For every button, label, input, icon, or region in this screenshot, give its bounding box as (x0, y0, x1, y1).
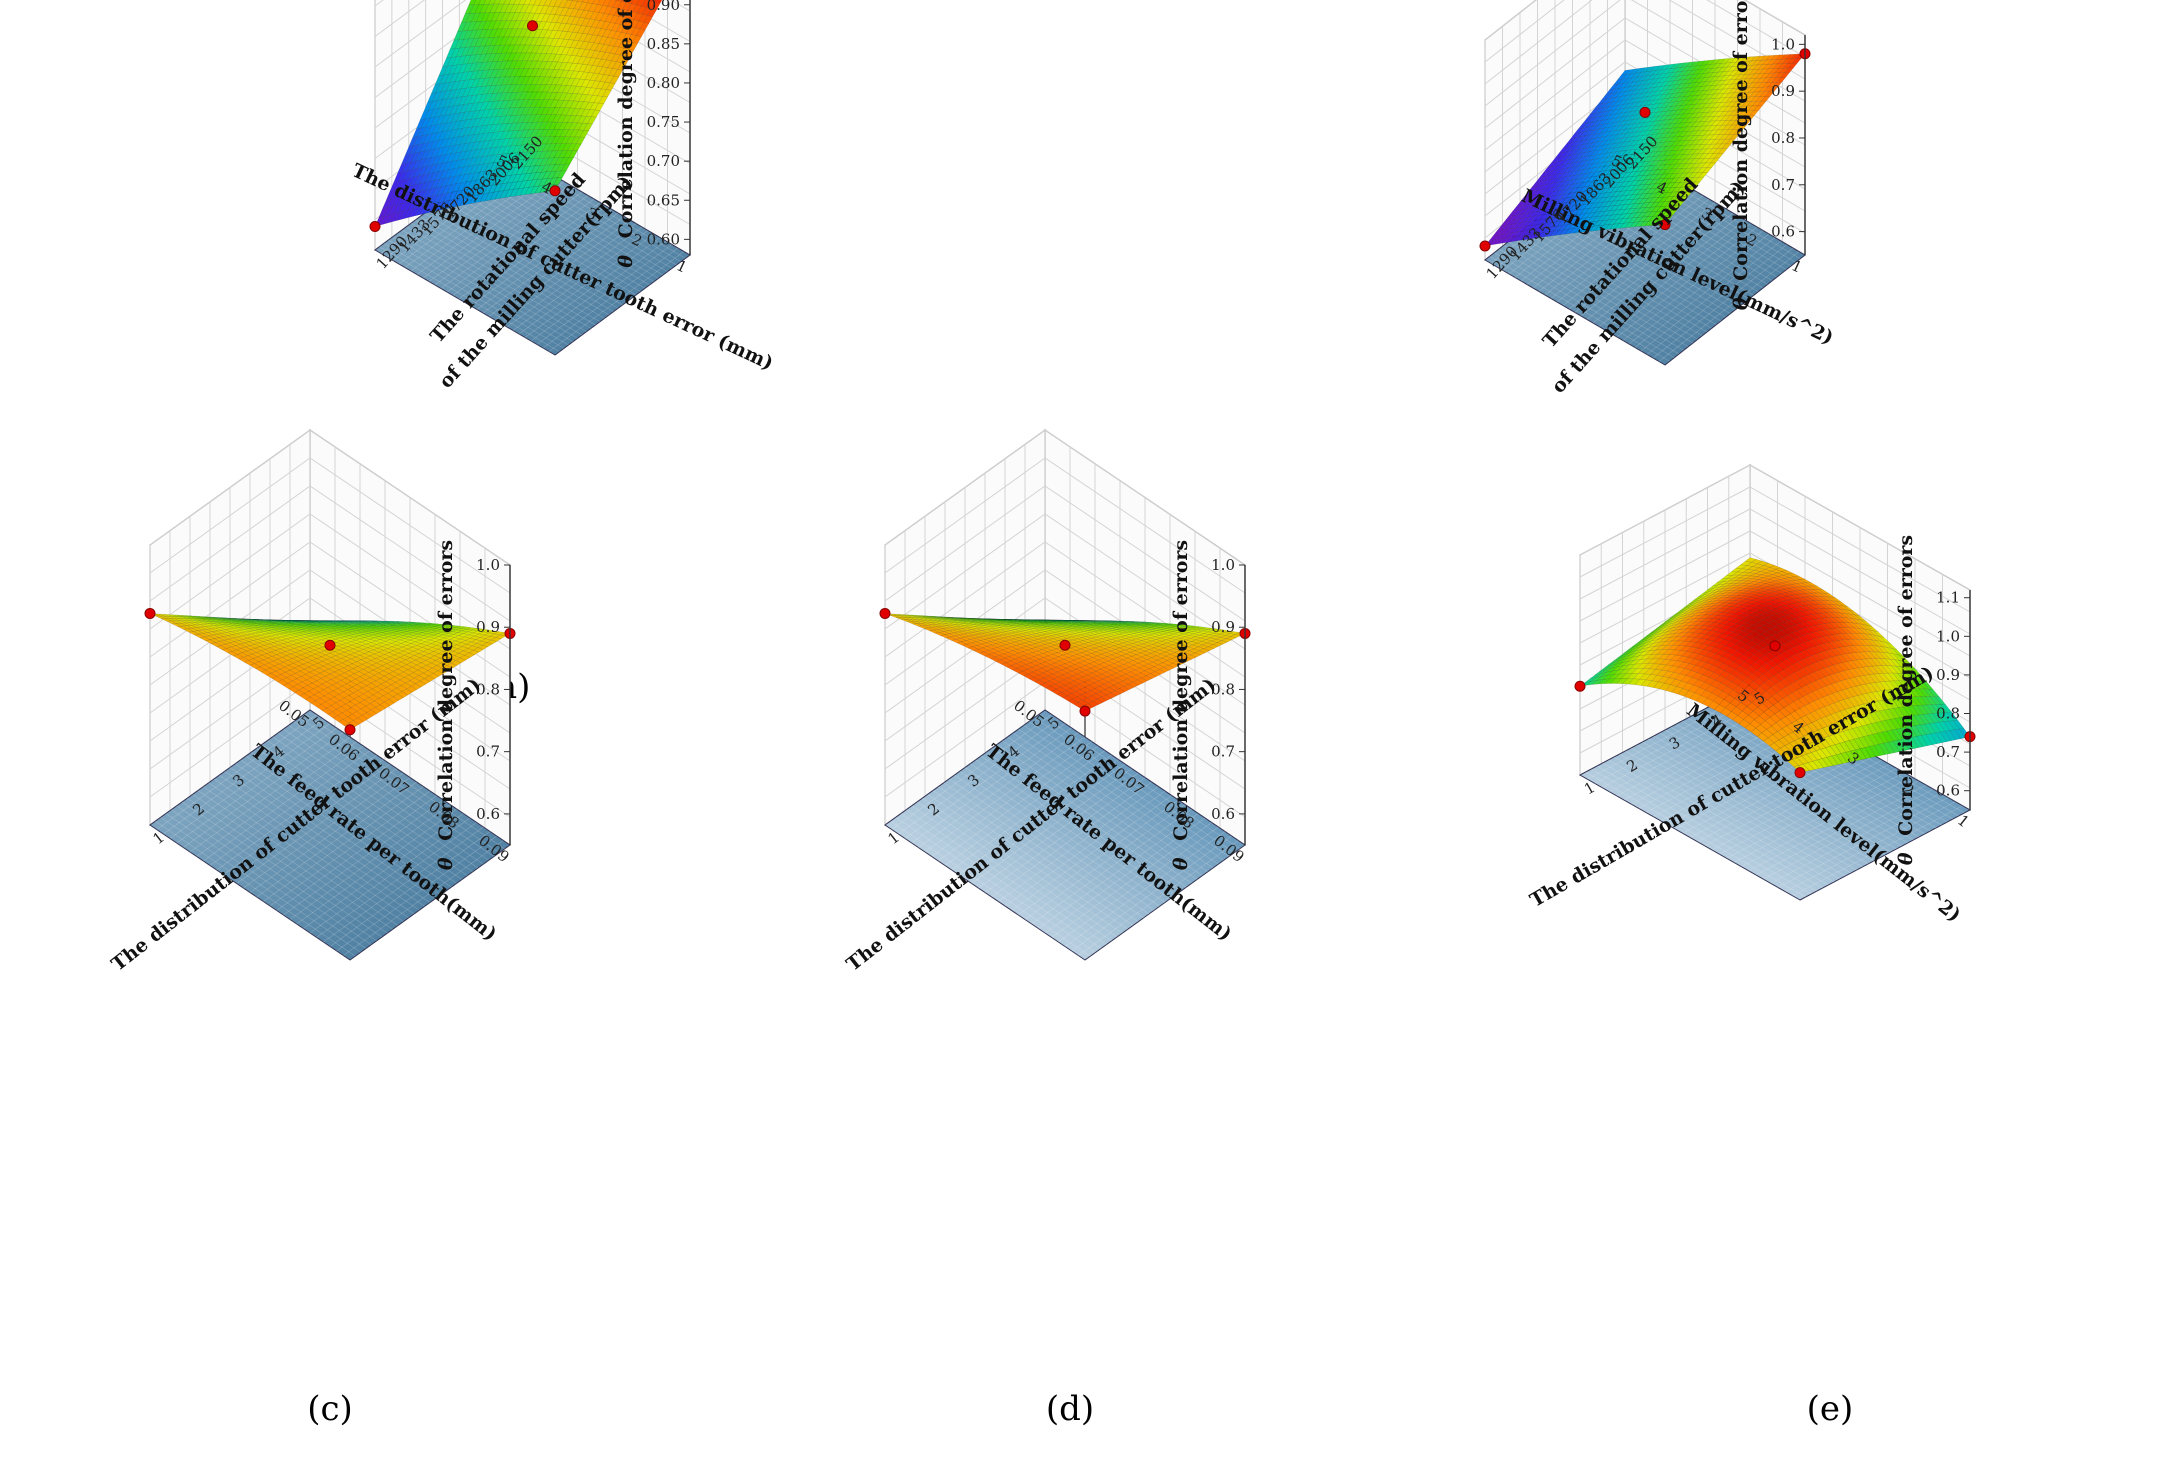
design-point (1659, 219, 1671, 231)
z-axis: 0.600.650.700.750.800.850.900.95θ Correl… (615, 0, 691, 268)
z-tick-label: 0.70 (647, 152, 680, 170)
panel-caption: (c) (307, 1389, 353, 1429)
z-tick-label: 0.65 (647, 191, 680, 209)
center-point (1769, 640, 1781, 652)
z-tick-label: 0.6 (1211, 805, 1235, 823)
z-axis: 0.6 0.7 0.8 0.9 1.0 θ Correlation degree of e… (1170, 540, 1246, 870)
response-surface (149, 613, 511, 731)
z-tick-label: 1.0 (1936, 627, 1960, 645)
floor-projection (149, 709, 511, 961)
design-points (369, 20, 561, 233)
center-point (1059, 639, 1071, 651)
design-points (879, 607, 1251, 717)
z-axis-label: θ Correlation degree of errors (435, 540, 457, 870)
design-point (879, 607, 891, 619)
design-point (344, 724, 356, 736)
z-axis-label: θ Correlation degree of errors (1170, 540, 1192, 870)
response-surface (884, 613, 1246, 712)
design-points (1574, 640, 1976, 779)
floor-projection (1578, 684, 1972, 901)
z-tick-label: 0.75 (647, 113, 680, 131)
z-tick-label: 0.8 (1936, 705, 1960, 723)
chart-panel-c: 0.6 0.7 0.8 0.9 1.0 θ Correlation degree of e… (107, 428, 516, 1429)
design-point (369, 221, 381, 233)
center-point (324, 639, 336, 651)
design-point (549, 185, 561, 197)
response-surface (1579, 557, 1971, 773)
z-tick-label: 0.6 (1936, 782, 1960, 800)
z-axis: 0.6 0.7 0.8 0.9 1.0 θ Correlation degree of e… (435, 540, 511, 870)
z-axis-label: θ Correlation degree of errors (615, 0, 637, 268)
z-tick-label: 1.0 (1211, 556, 1235, 574)
z-tick-label: 1.0 (476, 556, 500, 574)
center-point (1639, 106, 1651, 118)
z-tick-label: 0.80 (647, 74, 680, 92)
design-point (1479, 240, 1491, 252)
design-point (1794, 767, 1806, 779)
z-tick-label: 0.85 (647, 35, 680, 53)
chart-panel-d: 0.6 0.7 0.8 0.9 1.0 θ Correlation degree of e… (842, 428, 1251, 1429)
z-tick-label: 0.90 (647, 0, 680, 14)
response-surface (374, 0, 663, 227)
design-point (1574, 680, 1586, 692)
z-tick-label: 0.60 (647, 230, 680, 248)
z-tick-label: 0.8 (476, 680, 500, 698)
chart-panel-e: 0.6 0.7 0.8 0.9 1.0 1.1 θ Correlation degree o… (1526, 463, 1976, 1429)
floor-projection (884, 709, 1246, 961)
z-tick-label: 0.7 (1936, 743, 1960, 761)
z-tick-label: 0.9 (1936, 666, 1960, 684)
z-tick-label: 1.1 (1936, 589, 1960, 607)
z-tick-label: 0.7 (1211, 743, 1235, 761)
z-tick-label: 0.7 (476, 743, 500, 761)
z-tick-label: 0.9 (476, 618, 500, 636)
z-tick-label: 1.0 (1771, 35, 1795, 53)
panel-caption: (d) (1046, 1389, 1094, 1429)
z-axis: 0.6 0.7 0.8 0.9 1.0 θ Correlation degree of e… (1730, 0, 1806, 310)
z-axis-label: θ Correlation degree of errors (1895, 535, 1917, 865)
z-tick-label: 0.6 (1771, 223, 1795, 241)
z-axis: 0.6 0.7 0.8 0.9 1.0 1.1 θ Correlation degree o… (1895, 535, 1971, 865)
z-tick-label: 0.9 (1211, 618, 1235, 636)
z-tick-label: 0.9 (1771, 82, 1795, 100)
z-tick-label: 0.8 (1771, 129, 1795, 147)
design-point (144, 607, 156, 619)
panel-caption: (e) (1807, 1389, 1854, 1429)
z-tick-label: 0.8 (1211, 680, 1235, 698)
center-point (527, 20, 538, 32)
design-point (1079, 705, 1091, 717)
z-axis-label: θ Correlation degree of errors (1730, 0, 1752, 310)
z-tick-label: 0.7 (1771, 176, 1795, 194)
z-tick-label: 0.6 (476, 805, 500, 823)
